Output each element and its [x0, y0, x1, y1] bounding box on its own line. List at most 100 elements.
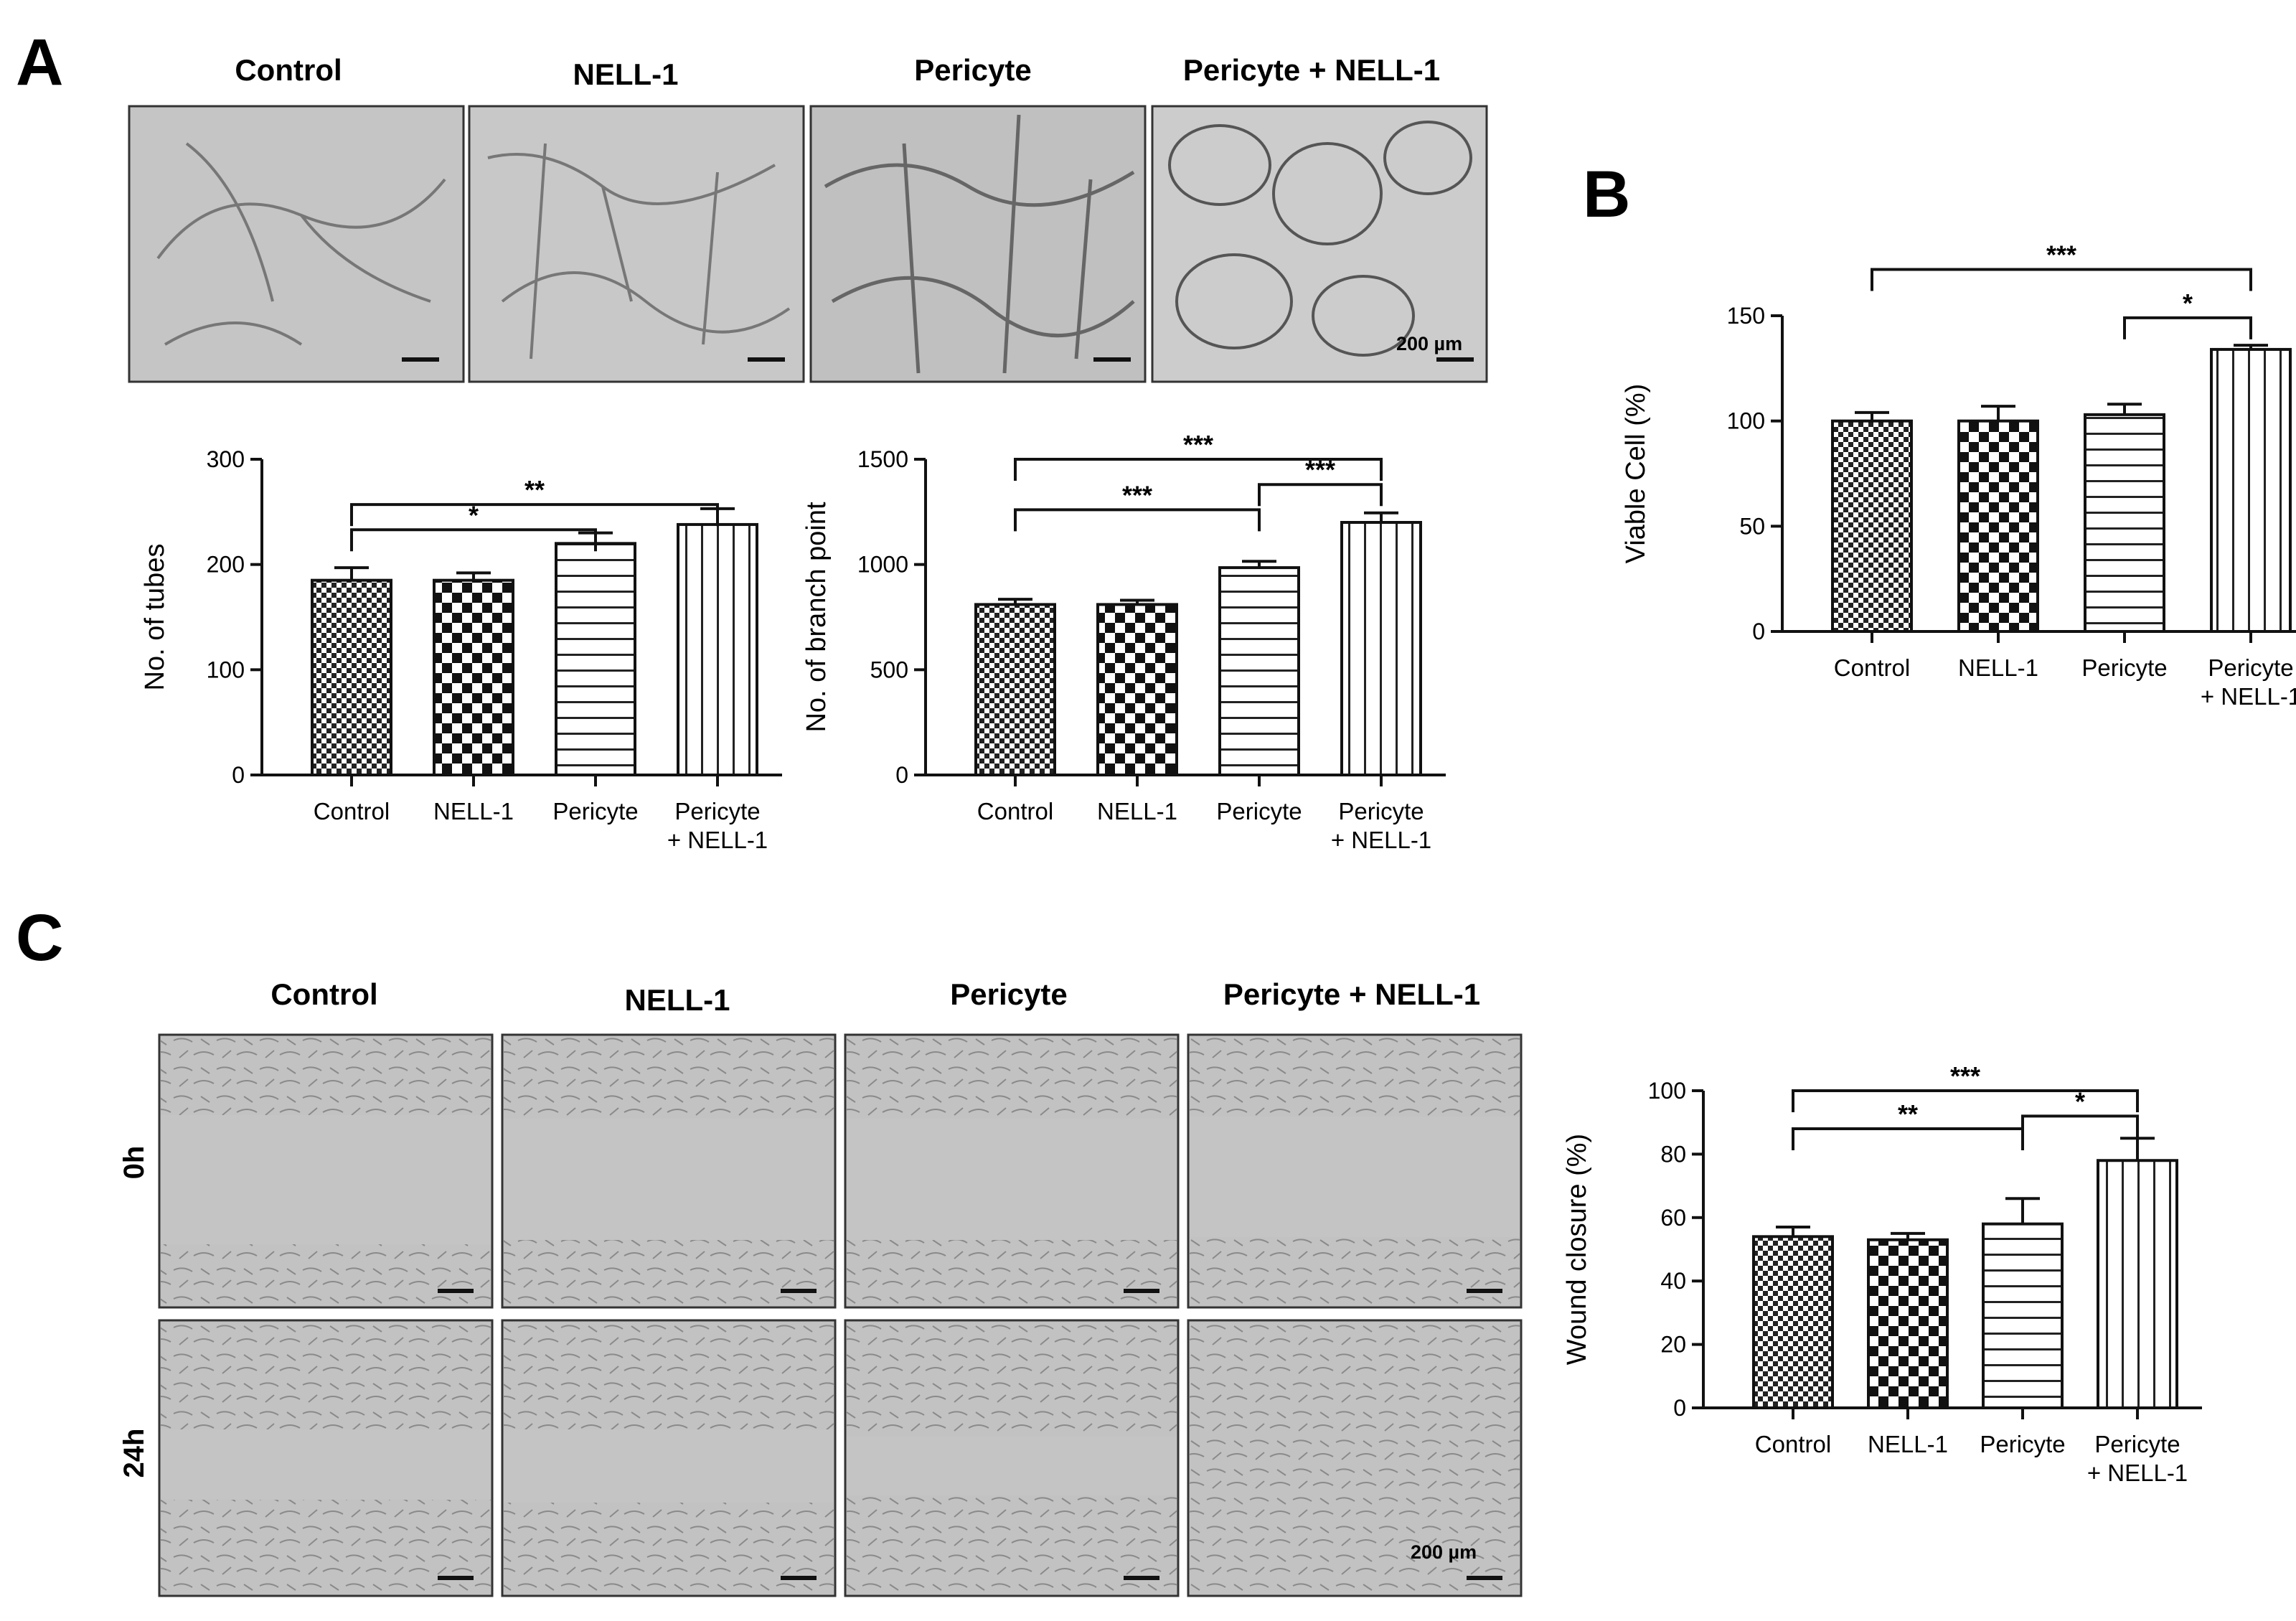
micrograph-c-0h-pericyte — [844, 1033, 1180, 1309]
significance-label: *** — [1183, 430, 1213, 459]
y-tick-label: 50 — [1739, 513, 1765, 539]
bar — [2210, 347, 2292, 633]
bar — [2084, 413, 2165, 633]
chart-tubes: 0 100 200 300 No. of tubes Control NELL-1 Peric… — [140, 446, 782, 853]
row-label-24h: 24h — [118, 1429, 150, 1478]
significance-bracket — [2123, 316, 2252, 339]
x-tick-label: Pericyte + NELL-1 — [667, 798, 768, 853]
bar — [311, 578, 392, 777]
scale-label-c: 200 µm — [1411, 1541, 1477, 1563]
panel-letter-c: C — [16, 901, 63, 974]
y-tick-label: 1500 — [857, 446, 908, 472]
header-c-pericyte-nell1: Pericyte + NELL-1 — [1223, 977, 1480, 1011]
scale-label-a: 200 µm — [1396, 333, 1462, 354]
micrograph-c-24h-control — [158, 1319, 494, 1597]
significance-label: * — [469, 500, 479, 530]
header-a-pericyte-nell1: Pericyte + NELL-1 — [1183, 53, 1440, 87]
bar — [1340, 521, 1422, 776]
micrograph-c-24h-pericyte — [844, 1319, 1180, 1597]
significance-label: *** — [1305, 455, 1335, 484]
y-tick-label: 0 — [232, 762, 245, 788]
y-axis-label: Wound closure (%) — [1562, 1134, 1592, 1365]
x-tick-label: NELL-1 — [433, 798, 514, 824]
x-tick-label: NELL-1 — [1868, 1431, 1948, 1457]
chart-wound: 0 20 40 60 80 100 Wound closure (%) Control NELL… — [1562, 1061, 2202, 1486]
y-tick-label: 100 — [207, 657, 245, 682]
header-a-pericyte: Pericyte — [914, 53, 1031, 87]
bar — [1752, 1235, 1834, 1409]
header-c-pericyte: Pericyte — [950, 977, 1067, 1011]
x-tick-label: Control — [977, 798, 1053, 824]
y-tick-label: 20 — [1660, 1332, 1686, 1358]
y-tick-label: 300 — [207, 446, 245, 472]
micrograph-a-pericyte-nell1 — [1151, 105, 1488, 383]
bar — [2097, 1159, 2178, 1409]
x-tick-label: Pericyte + NELL-1 — [2087, 1431, 2188, 1486]
y-tick-label: 0 — [1673, 1395, 1686, 1421]
y-tick-label: 100 — [1648, 1078, 1686, 1104]
significance-bracket — [350, 503, 719, 527]
significance-bracket — [1792, 1127, 2024, 1151]
x-tick-label: Pericyte — [552, 798, 638, 824]
x-tick-label: Control — [314, 798, 390, 824]
y-axis-label: Viable Cell (%) — [1621, 384, 1651, 564]
micrograph-c-grid — [158, 1033, 1523, 1597]
header-a-nell1: NELL-1 — [573, 57, 679, 91]
significance-bracket — [350, 528, 597, 552]
micrograph-c-24h-pericyte-nell1 — [1187, 1319, 1523, 1597]
bar — [1982, 1222, 2064, 1409]
y-tick-label: 60 — [1660, 1205, 1686, 1231]
significance-label: *** — [1950, 1061, 1980, 1091]
micrograph-c-0h-control — [158, 1033, 494, 1309]
significance-label: * — [2075, 1086, 2085, 1116]
y-axis-label: No. of tubes — [140, 544, 170, 691]
x-tick-label: Control — [1834, 654, 1910, 681]
significance-label: *** — [2046, 240, 2076, 269]
x-tick-label: NELL-1 — [1097, 798, 1177, 824]
x-tick-label: NELL-1 — [1958, 654, 2038, 681]
significance-bracket — [1871, 268, 2252, 291]
y-axis-label: No. of branch point — [801, 502, 832, 733]
header-c-nell1: NELL-1 — [625, 983, 730, 1017]
bar — [433, 578, 514, 777]
y-tick-label: 200 — [207, 552, 245, 578]
bar — [1867, 1238, 1949, 1409]
y-tick-label: 150 — [1727, 303, 1765, 329]
x-tick-label: Pericyte — [2081, 654, 2167, 681]
chart-branch: 0 500 1000 1500 No. of branch point Control NE… — [801, 430, 1446, 853]
significance-bracket — [1792, 1089, 2139, 1112]
y-tick-label: 80 — [1660, 1141, 1686, 1167]
y-tick-label: 0 — [895, 762, 908, 788]
significance-label: * — [2183, 288, 2193, 318]
micrograph-a-pericyte — [809, 105, 1147, 383]
significance-bracket — [1014, 508, 1261, 532]
y-tick-label: 500 — [870, 657, 908, 682]
bar — [974, 603, 1056, 777]
panel-letter-a: A — [16, 26, 63, 99]
bar — [1096, 603, 1178, 777]
header-c-control: Control — [270, 977, 377, 1011]
y-tick-label: 40 — [1660, 1268, 1686, 1294]
significance-bracket — [1258, 483, 1383, 507]
x-tick-label: Pericyte + NELL-1 — [2201, 654, 2296, 710]
row-label-0h: 0h — [118, 1146, 150, 1180]
y-tick-label: 100 — [1727, 408, 1765, 434]
micrograph-c-0h-pericyte-nell1 — [1187, 1033, 1523, 1309]
significance-label: *** — [1122, 480, 1152, 509]
x-tick-label: Pericyte — [1216, 798, 1302, 824]
x-tick-label: Pericyte — [1980, 1431, 2065, 1457]
x-tick-label: Pericyte + NELL-1 — [1331, 798, 1431, 853]
bar — [1218, 566, 1300, 776]
micrograph-a-nell1 — [468, 105, 805, 383]
y-tick-label: 0 — [1752, 619, 1765, 644]
micrograph-a-control — [128, 105, 465, 383]
bar — [555, 542, 636, 776]
panel-letter-b: B — [1583, 158, 1630, 231]
chart-viable: 0 50 100 150 Viable Cell (%) Control NELL-1 Per… — [1621, 240, 2296, 710]
header-a-control: Control — [235, 53, 342, 87]
micrograph-c-0h-nell1 — [501, 1033, 837, 1309]
x-tick-label: Control — [1755, 1431, 1831, 1457]
bar — [677, 522, 758, 777]
bar — [1831, 419, 1913, 634]
significance-bracket — [1014, 458, 1383, 481]
